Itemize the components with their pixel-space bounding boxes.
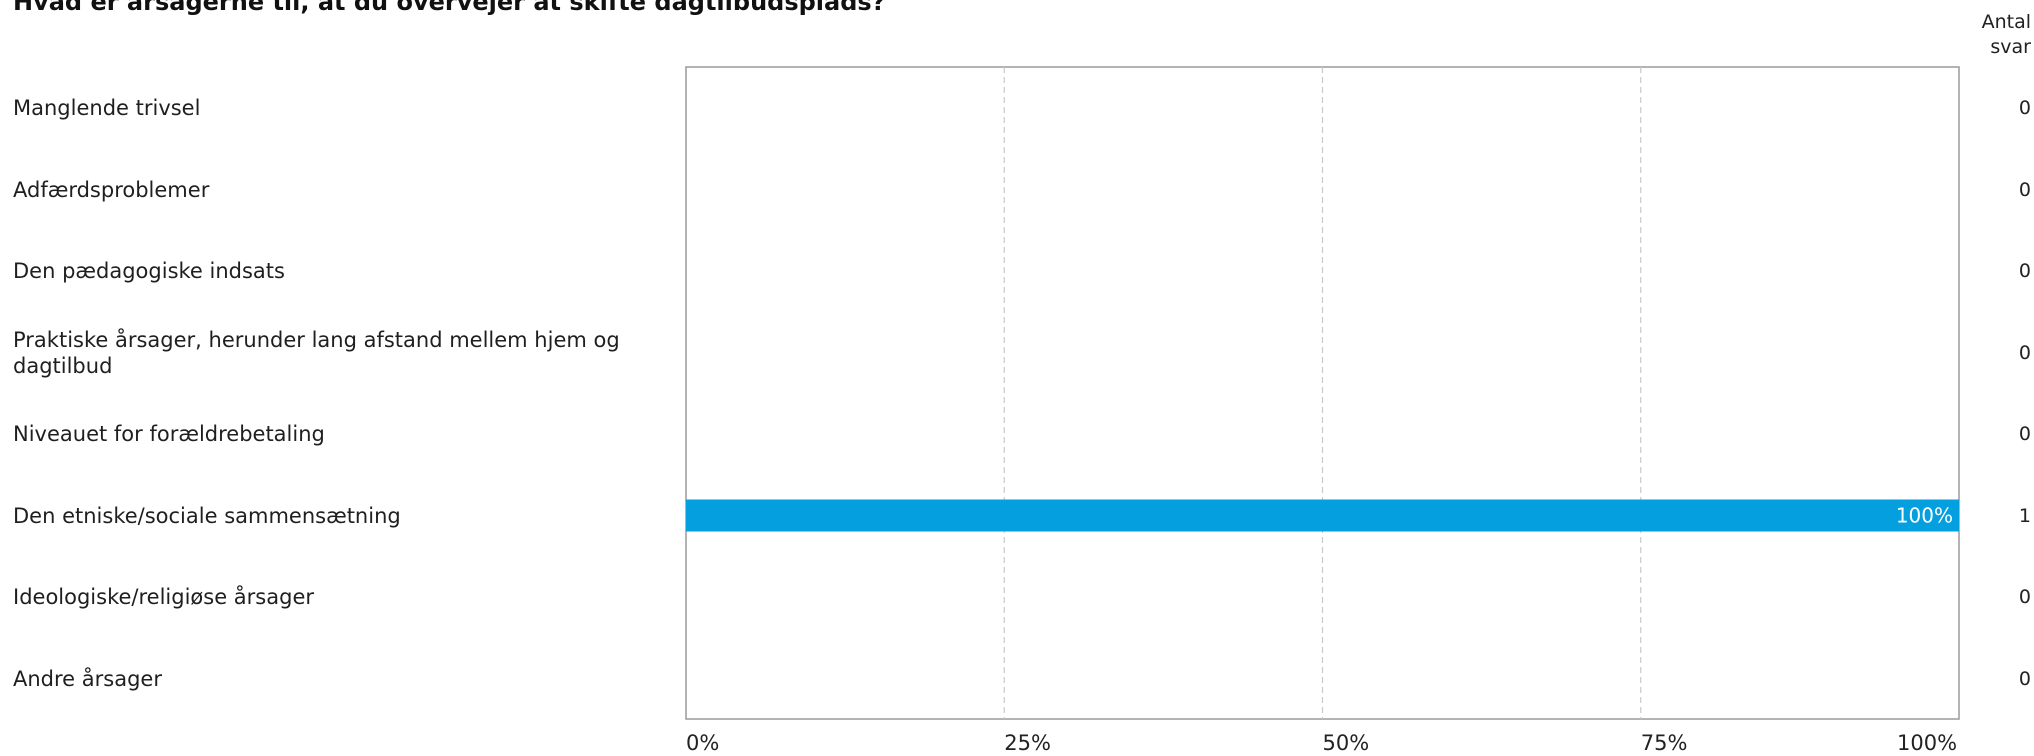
count-value: 0 — [2018, 178, 2031, 201]
count-value: 0 — [2018, 586, 2031, 608]
category-label: Den etniske/sociale sammensætning — [13, 503, 401, 528]
category-label: Den pædagogiske indsats — [13, 259, 285, 283]
category-label: Adfærdsproblemer — [13, 177, 210, 202]
category-label: Niveauet for forældrebetaling — [13, 422, 325, 446]
category-label: Ideologiske/religiøse årsager — [13, 585, 314, 609]
category-label: Andre årsager — [13, 666, 162, 691]
count-value: 0 — [2018, 97, 2031, 119]
x-tick-label: 100% — [1897, 731, 1958, 755]
bar — [686, 499, 1959, 532]
count-header-line2: svar — [1990, 36, 2031, 58]
x-tick-label: 75% — [1640, 731, 1688, 755]
bar-value-label: 100% — [1896, 504, 1953, 528]
category-label: Manglende trivsel — [13, 96, 201, 120]
count-value: 0 — [2018, 667, 2031, 690]
x-tick-label: 50% — [1322, 731, 1370, 755]
x-tick-label: 0% — [686, 731, 720, 755]
count-header-line1: Antal — [1981, 11, 2031, 33]
x-tick-label: 25% — [1004, 731, 1051, 755]
count-column-header: Antal svar — [1951, 10, 2031, 60]
chart-title: Hvad er årsagerne til, at du overvejer a… — [13, 0, 886, 16]
count-value: 0 — [2018, 341, 2031, 364]
count-value: 0 — [2018, 423, 2031, 445]
count-value: 0 — [2018, 260, 2031, 282]
count-value: 1 — [2018, 504, 2031, 527]
category-label: Praktiske årsager, herunder lang afstand… — [13, 327, 620, 378]
